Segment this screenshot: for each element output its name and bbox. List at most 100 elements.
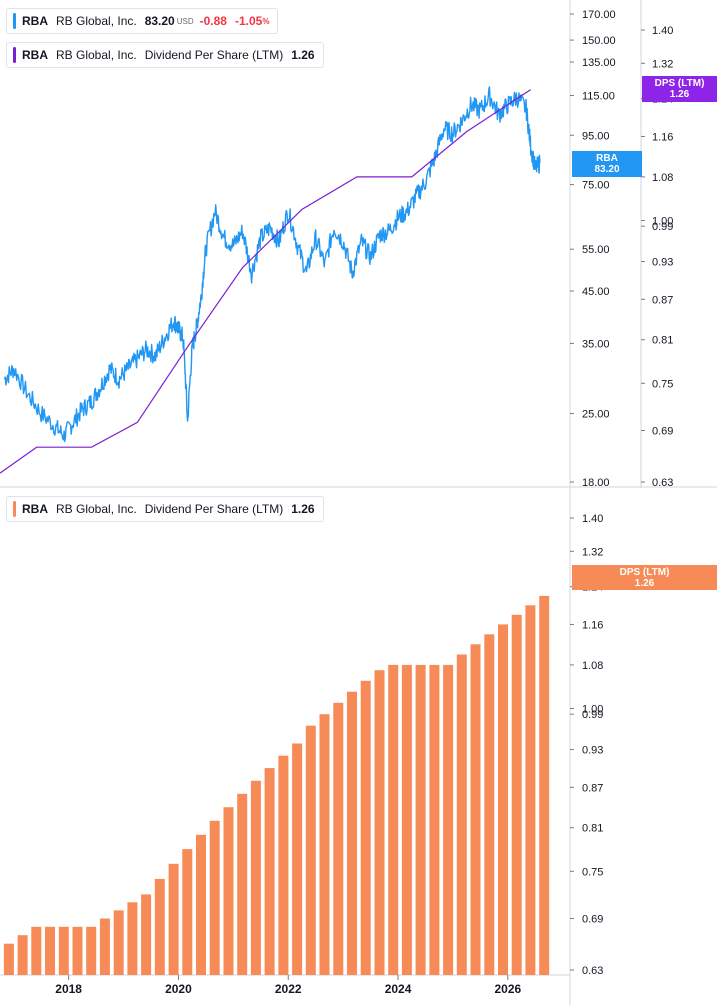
price-legend-change: -0.88: [199, 14, 227, 28]
dps-bottom-ytick-label: 1.08: [582, 660, 603, 672]
price-legend[interactable]: RBA RB Global, Inc. 83.20 USD -0.88 -1.0…: [6, 8, 279, 34]
dps-top-ytick-label: 0.63: [652, 477, 673, 489]
dps-bar: [305, 725, 316, 975]
dps-bar: [127, 902, 138, 975]
price-ytick-label: 150.00: [582, 35, 616, 47]
dps-legend-bottom[interactable]: RBA RB Global, Inc. Dividend Per Share (…: [6, 496, 324, 522]
dps-bar: [86, 926, 97, 975]
price-legend-change-pct: -1.05: [234, 14, 263, 28]
price-legend-ticker: RBA: [22, 14, 48, 28]
price-ytick-label: 55.00: [582, 244, 610, 256]
dps-bottom-ytick-label: 0.93: [582, 745, 603, 757]
price-ytick-label: 170.00: [582, 9, 616, 21]
dps-tag-bottom-value: 1.26: [634, 578, 655, 589]
dps-legend-bottom-metric: Dividend Per Share (LTM): [144, 502, 284, 516]
price-legend-price: 83.20: [144, 14, 175, 28]
dps-bar: [484, 634, 495, 975]
dps-top-ytick-label: 1.08: [652, 172, 673, 184]
dps-bar: [72, 926, 83, 975]
axis-layer: 170.00 150.00 135.00 115.00 95.00 75.00 55.00 4…: [55, 9, 673, 996]
dps-bar: [456, 654, 467, 975]
dps-bar: [45, 926, 55, 975]
dps-bottom-ytick-label: 1.00: [582, 703, 603, 715]
dps-top-ytick-label: 1.00: [652, 215, 673, 227]
price-ytick-label: 35.00: [582, 338, 610, 350]
dps-bar: [209, 820, 220, 975]
dps-bar: [347, 691, 357, 975]
dps-bar: [250, 780, 261, 975]
dps-bottom-ytick-label: 0.99: [582, 709, 603, 721]
dps-legend-top-ticker: RBA: [22, 48, 48, 62]
dps-top-ytick-label: 0.81: [652, 335, 673, 347]
price-ytick-label: 25.00: [582, 409, 610, 421]
dps-bottom-ytick-label: 0.81: [582, 823, 603, 835]
dps-legend-bottom-value: 1.26: [291, 502, 315, 516]
dps-bar: [415, 664, 426, 975]
dps-bar: [360, 680, 371, 975]
price-legend-color: [13, 13, 16, 29]
dps-bottom-ytick-label: 0.69: [582, 914, 603, 926]
dps-legend-top-value: 1.26: [291, 48, 315, 62]
dps-bar: [182, 849, 193, 975]
dps-bar: [17, 935, 28, 975]
dps-series-line: [0, 89, 532, 474]
dps-bar: [278, 755, 289, 975]
xtick-label: 2020: [165, 982, 192, 996]
dps-bar: [401, 664, 412, 975]
dps-bar: [292, 743, 303, 975]
dps-bar: [374, 670, 385, 975]
xtick-label: 2022: [275, 982, 302, 996]
dps-bar: [168, 863, 179, 975]
dps-top-ytick-label: 1.16: [652, 131, 673, 143]
dps-bottom-ytick-label: 0.75: [582, 866, 603, 878]
price-legend-name: RB Global, Inc.: [56, 14, 137, 28]
dps-bar: [319, 714, 330, 975]
dps-bar: [154, 878, 165, 975]
price-ytick-label: 115.00: [582, 90, 615, 102]
dps-bar: [58, 926, 69, 975]
dps-bar: [31, 926, 42, 975]
dps-bar: [196, 834, 206, 975]
dps-bar: [99, 918, 110, 975]
price-tag-label: RBA: [596, 153, 618, 164]
price-legend-pct-sign: %: [262, 16, 270, 26]
dps-bar: [3, 943, 14, 975]
dps-bar: [264, 768, 275, 975]
price-ytick-label: 135.00: [582, 57, 616, 69]
price-ytick-label: 95.00: [582, 130, 610, 142]
price-ytick-label: 75.00: [582, 180, 610, 192]
dps-bar: [470, 644, 481, 975]
dps-legend-top-name: RB Global, Inc.: [56, 48, 137, 62]
dps-tag-top: DPS (LTM) 1.26: [642, 76, 717, 102]
price-legend-currency: USD: [176, 16, 194, 26]
dps-legend-top[interactable]: RBA RB Global, Inc. Dividend Per Share (…: [6, 42, 324, 68]
price-ytick-label: 45.00: [582, 286, 610, 298]
dps-legend-top-color: [13, 47, 16, 63]
dps-bar: [498, 624, 508, 975]
dps-top-ytick-label: 1.32: [652, 58, 673, 70]
price-ytick-label: 18.00: [582, 477, 610, 489]
dps-bottom-ytick-label: 1.32: [582, 546, 603, 558]
dps-bar-layer: [3, 595, 550, 975]
dps-bar: [539, 595, 550, 975]
xtick-label: 2024: [385, 982, 412, 996]
dps-bar: [141, 894, 152, 975]
price-series-line: [3, 86, 541, 443]
dps-bar: [443, 664, 454, 975]
dps-tag-top-label: DPS (LTM): [654, 78, 705, 89]
dps-bottom-ytick-label: 1.40: [582, 513, 603, 525]
dps-top-ytick-label: 1.40: [652, 25, 673, 37]
price-tag-value: 83.20: [594, 164, 620, 175]
price-line-layer: [3, 86, 541, 443]
dps-bar: [333, 702, 344, 975]
dps-bar: [511, 614, 522, 975]
xtick-label: 2026: [494, 982, 521, 996]
dps-tag-bottom: DPS (LTM) 1.26: [572, 565, 717, 590]
dps-bottom-ytick-label: 0.87: [582, 782, 603, 794]
dps-bar: [429, 664, 440, 975]
dps-top-ytick-label: 0.69: [652, 426, 673, 438]
dps-top-ytick-label: 0.87: [652, 294, 673, 306]
dps-legend-top-metric: Dividend Per Share (LTM): [144, 48, 284, 62]
dps-legend-bottom-ticker: RBA: [22, 502, 48, 516]
